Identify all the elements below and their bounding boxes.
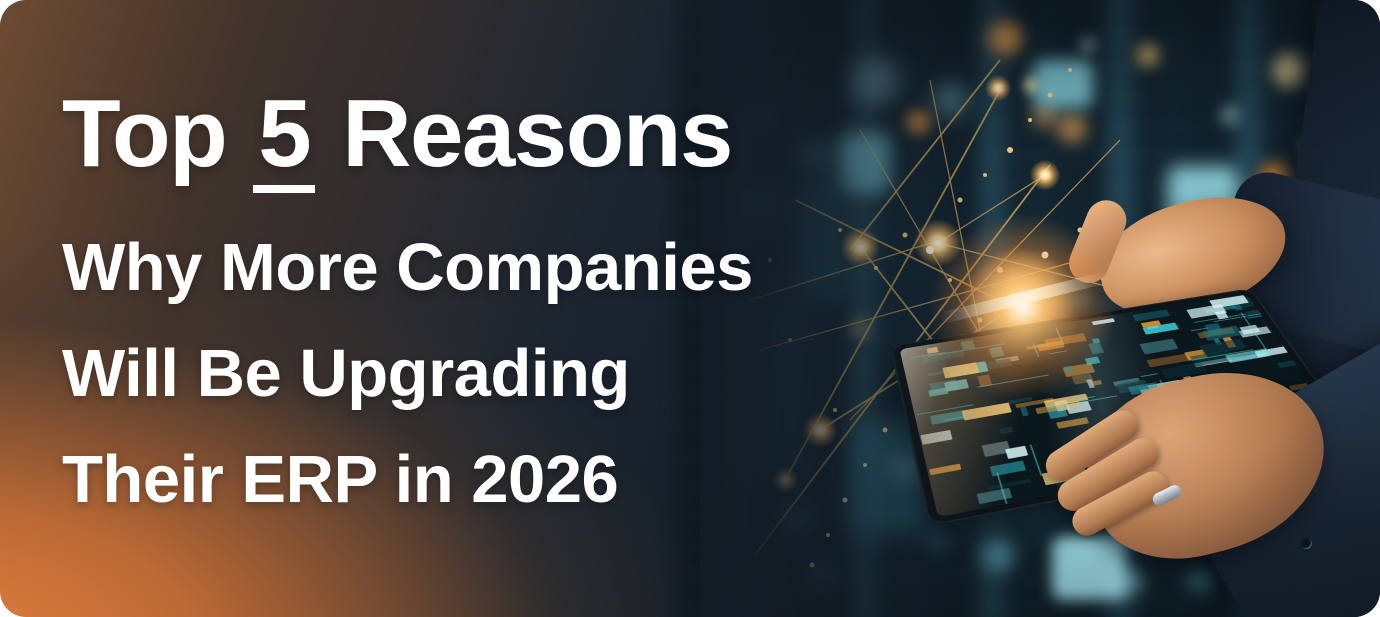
- banner-title: Top 5 Reasons: [62, 80, 753, 194]
- title-number-underlined: 5: [253, 85, 316, 194]
- title-suffix: Reasons: [342, 80, 733, 187]
- banner-subtitle: Why More Companies Will Be Upgrading The…: [62, 215, 753, 533]
- headline-block: Top 5 Reasons Why More Companies Will Be…: [62, 0, 753, 533]
- subtitle-line-1: Why More Companies: [62, 230, 753, 306]
- subtitle-line-2: Will Be Upgrading: [62, 336, 630, 412]
- title-prefix: Top: [62, 80, 228, 187]
- illustration-photo: [700, 0, 1380, 617]
- subtitle-line-3: Their ERP in 2026: [62, 442, 619, 518]
- photo-left-fade: [700, 0, 1380, 617]
